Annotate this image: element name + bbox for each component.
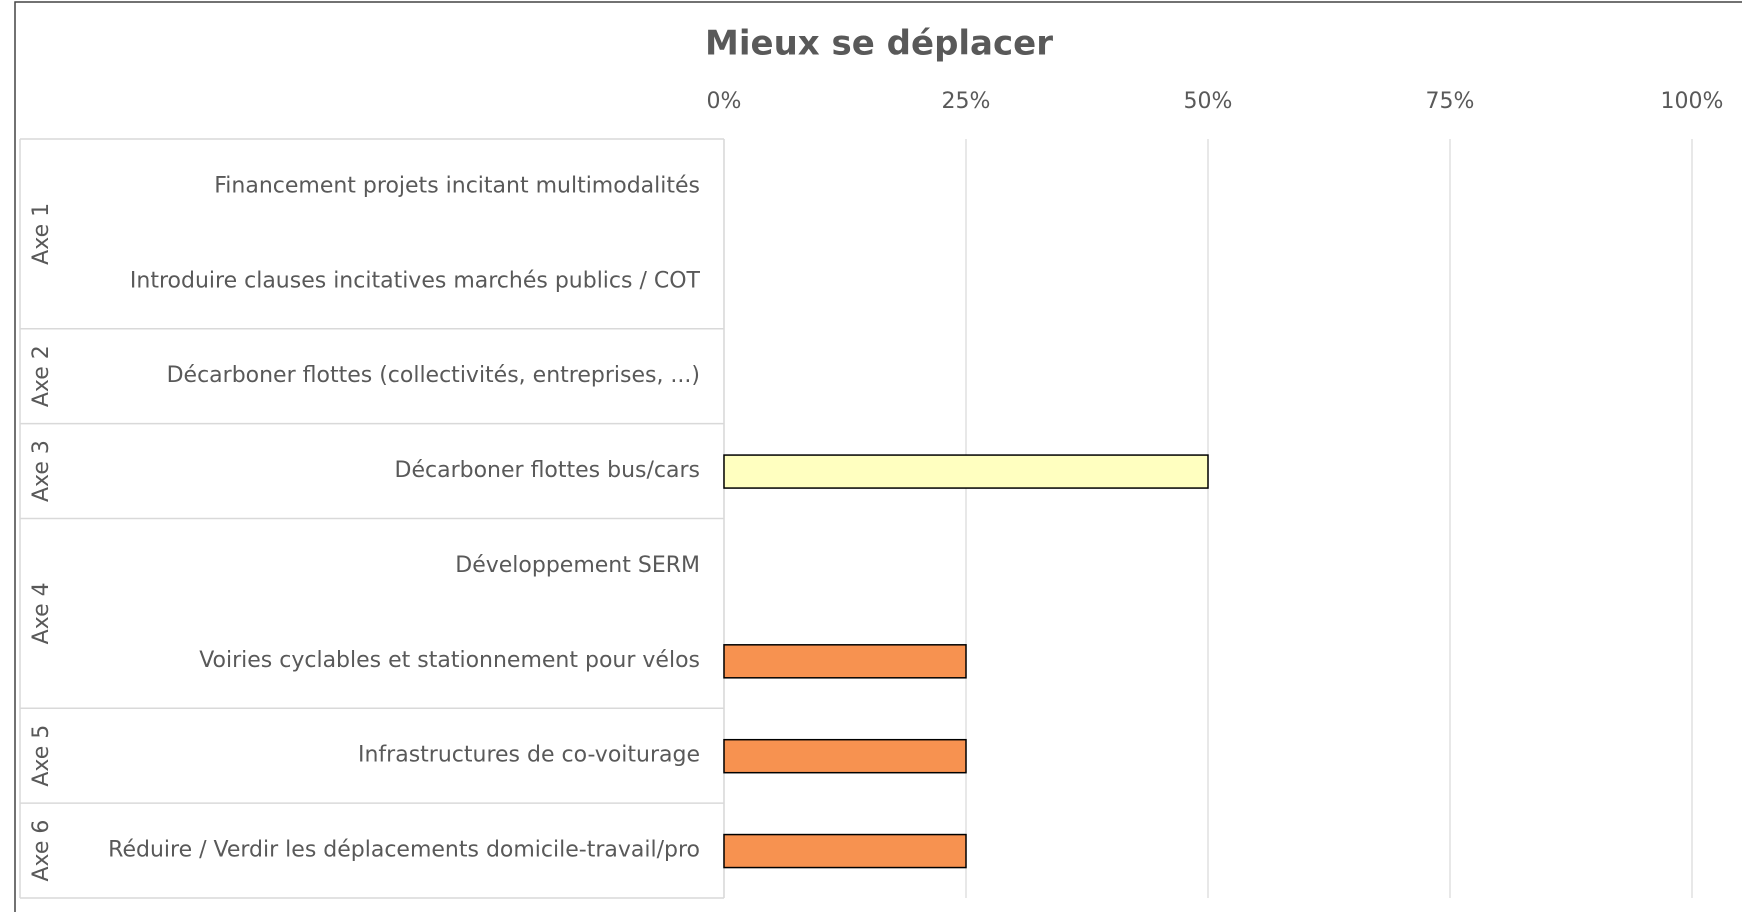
frame	[14, 1, 1742, 912]
y-tick-label: Introduire clauses incitatives marchés p…	[130, 268, 701, 293]
group-label: Axe 1	[29, 203, 54, 265]
bar	[723, 833, 967, 869]
group-label: Axe 2	[29, 345, 54, 407]
x-tick-label: 0%	[707, 89, 742, 114]
y-tick-label: Voiries cyclables et stationnement pour …	[199, 648, 700, 673]
group-label: Axe 6	[29, 820, 54, 882]
x-tick-label: 25%	[942, 89, 991, 114]
bar	[723, 738, 967, 774]
group-label: Axe 4	[29, 582, 54, 644]
x-tick-label: 75%	[1426, 89, 1475, 114]
bar	[723, 644, 967, 679]
chart-title: Mieux se déplacer	[705, 24, 1053, 64]
group-label: Axe 5	[29, 725, 54, 787]
x-tick-label: 50%	[1184, 89, 1233, 114]
x-tick-label: 100%	[1661, 89, 1724, 114]
y-tick-label: Décarboner flottes bus/cars	[395, 458, 700, 483]
y-tick-label: Développement SERM	[455, 553, 700, 578]
y-tick-label: Infrastructures de co-voiturage	[358, 743, 700, 768]
group-label: Axe 3	[29, 440, 54, 502]
y-tick-label: Décarboner flottes (collectivités, entre…	[167, 363, 700, 388]
y-tick-label: Réduire / Verdir les déplacements domici…	[108, 838, 700, 863]
y-tick-label: Financement projets incitant multimodali…	[214, 173, 700, 198]
bar	[723, 454, 1209, 489]
